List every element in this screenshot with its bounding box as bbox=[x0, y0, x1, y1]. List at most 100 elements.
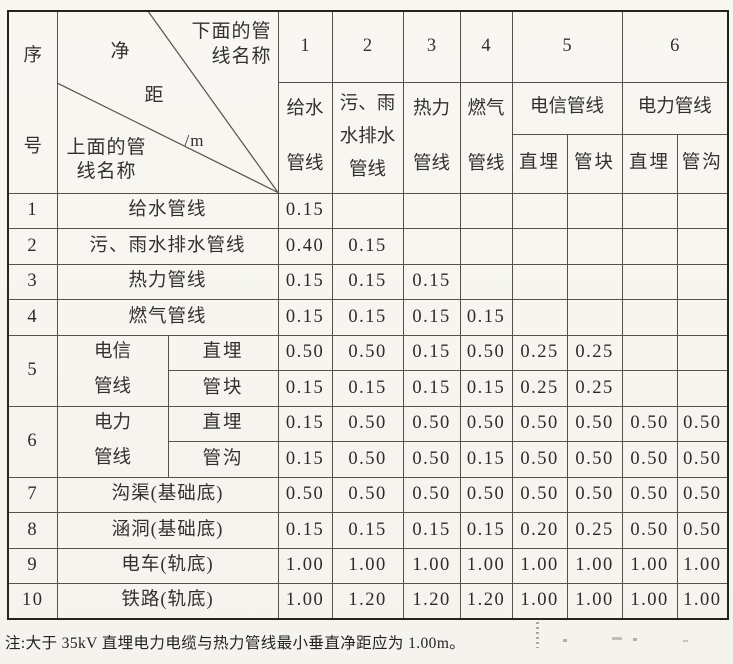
value-cell: 0.15 bbox=[459, 370, 513, 407]
table-row: 5 电信 管线 直埋 0.50 0.50 0.15 0.50 0.25 0.25 bbox=[7, 334, 729, 407]
col-header-heat: 热力 管线 bbox=[402, 81, 461, 194]
col-number: 6 bbox=[621, 10, 729, 83]
row-sublabel: 直埋 bbox=[167, 405, 279, 442]
value-cell: 0.15 bbox=[277, 299, 333, 336]
value-cell: 0.15 bbox=[277, 405, 333, 442]
value-cell bbox=[621, 370, 678, 407]
value-cell bbox=[511, 299, 568, 336]
row-number: 7 bbox=[7, 476, 58, 513]
value-cell bbox=[459, 228, 513, 265]
row-number: 6 bbox=[7, 405, 58, 478]
value-cell: 0.15 bbox=[402, 299, 461, 336]
value-cell: 0.50 bbox=[621, 405, 678, 442]
value-cell: 0.25 bbox=[511, 334, 568, 371]
table-row: 1 给水管线 0.15 bbox=[7, 192, 729, 229]
value-cell bbox=[566, 192, 623, 229]
subcol-telecom-duct: 管块 bbox=[566, 133, 623, 194]
value-cell bbox=[621, 334, 678, 371]
row-label: 涵洞(基础底) bbox=[56, 512, 279, 549]
value-cell bbox=[676, 370, 729, 407]
value-cell: 0.15 bbox=[331, 228, 404, 265]
scan-artifact bbox=[612, 637, 622, 640]
value-cell: 1.00 bbox=[676, 583, 729, 620]
value-cell: 1.00 bbox=[621, 547, 678, 584]
table-row: 9 电车(轨底) 1.00 1.00 1.00 1.00 1.00 1.00 1… bbox=[7, 547, 729, 584]
value-cell: 1.20 bbox=[402, 583, 461, 620]
header-row-numbers: 序 号 下面的管 线名称 净 距 /m 上面的管 线名称 bbox=[7, 10, 729, 194]
value-cell: 0.50 bbox=[277, 476, 333, 513]
col-header-sewage: 污、雨 水排水 管线 bbox=[331, 81, 404, 194]
value-cell: 0.50 bbox=[566, 405, 623, 442]
diagonal-label-clearance: 距 bbox=[144, 85, 164, 106]
value-cell: 0.15 bbox=[459, 441, 513, 478]
value-cell: 0.40 bbox=[277, 228, 333, 265]
row-label: 沟渠(基础底) bbox=[56, 476, 279, 513]
diagonal-label-clearance: 净 bbox=[110, 41, 130, 62]
scan-artifact bbox=[536, 622, 539, 648]
seq-header-char: 序 bbox=[23, 46, 42, 67]
value-cell bbox=[566, 299, 623, 336]
value-cell bbox=[621, 228, 678, 265]
seq-header-char: 号 bbox=[23, 136, 42, 157]
value-cell: 0.50 bbox=[676, 476, 729, 513]
value-cell: 0.50 bbox=[331, 476, 404, 513]
row-number: 4 bbox=[7, 299, 58, 336]
diagonal-label-above-pipeline: 上面的管 线名称 bbox=[66, 136, 147, 182]
row-sublabel: 直埋 bbox=[167, 334, 279, 371]
value-cell bbox=[459, 263, 513, 300]
value-cell: 0.50 bbox=[459, 476, 513, 513]
row-sublabel: 管沟 bbox=[167, 441, 279, 478]
value-cell bbox=[676, 228, 729, 265]
value-cell: 0.50 bbox=[621, 441, 678, 478]
table-row: 6 电力 管线 直埋 0.15 0.50 0.50 0.50 0.50 0.50… bbox=[7, 405, 729, 478]
row-number: 1 bbox=[7, 192, 58, 229]
row-number: 9 bbox=[7, 547, 58, 584]
value-cell: 0.50 bbox=[676, 512, 729, 549]
value-cell: 0.15 bbox=[277, 192, 333, 229]
scan-artifact bbox=[563, 639, 567, 642]
row-label: 燃气管线 bbox=[56, 299, 279, 336]
value-cell: 1.00 bbox=[277, 583, 333, 620]
value-cell bbox=[511, 263, 568, 300]
value-cell: 0.50 bbox=[511, 441, 568, 478]
row-number: 2 bbox=[7, 228, 58, 265]
value-cell: 0.15 bbox=[277, 441, 333, 478]
diagonal-label-below-pipeline: 下面的管 线名称 bbox=[191, 21, 272, 67]
seq-header-cell: 序 号 bbox=[7, 10, 58, 194]
value-cell: 0.15 bbox=[459, 299, 513, 336]
value-cell: 0.15 bbox=[331, 512, 404, 549]
value-cell: 0.50 bbox=[621, 476, 678, 513]
value-cell: 1.00 bbox=[511, 583, 568, 620]
value-cell: 1.00 bbox=[402, 547, 461, 584]
value-cell: 0.50 bbox=[511, 405, 568, 442]
col-number: 4 bbox=[459, 10, 513, 83]
value-cell: 0.20 bbox=[511, 512, 568, 549]
clearance-table: 序 号 下面的管 线名称 净 距 /m 上面的管 线名称 bbox=[7, 10, 729, 620]
table-row: 7 沟渠(基础底) 0.50 0.50 0.50 0.50 0.50 0.50 … bbox=[7, 476, 729, 513]
value-cell: 0.15 bbox=[331, 299, 404, 336]
row-number: 3 bbox=[7, 263, 58, 300]
diagonal-lines bbox=[58, 12, 278, 193]
value-cell: 0.15 bbox=[277, 512, 333, 549]
header-row-names: 给水 管线 污、雨 水排水 管线 热力 管线 燃气 bbox=[8, 81, 729, 194]
row-label: 热力管线 bbox=[56, 263, 279, 300]
value-cell: 0.50 bbox=[277, 334, 333, 371]
value-cell bbox=[676, 334, 729, 371]
value-cell: 0.50 bbox=[676, 441, 729, 478]
value-cell: 0.50 bbox=[331, 441, 404, 478]
value-cell: 0.25 bbox=[566, 512, 623, 549]
col-header-power-group: 电力管线 bbox=[621, 81, 729, 135]
table-row: 4 燃气管线 0.15 0.15 0.15 0.15 bbox=[7, 299, 729, 336]
value-cell: 0.50 bbox=[621, 512, 678, 549]
value-cell: 0.15 bbox=[402, 334, 461, 371]
value-cell: 0.50 bbox=[676, 405, 729, 442]
value-cell: 0.50 bbox=[511, 476, 568, 513]
row-label: 污、雨水排水管线 bbox=[56, 228, 279, 265]
value-cell bbox=[621, 299, 678, 336]
value-cell: 0.25 bbox=[566, 334, 623, 371]
value-cell: 0.50 bbox=[459, 334, 513, 371]
value-cell: 0.50 bbox=[459, 405, 513, 442]
col-header-gas: 燃气 管线 bbox=[459, 81, 513, 194]
value-cell: 1.00 bbox=[331, 547, 404, 584]
